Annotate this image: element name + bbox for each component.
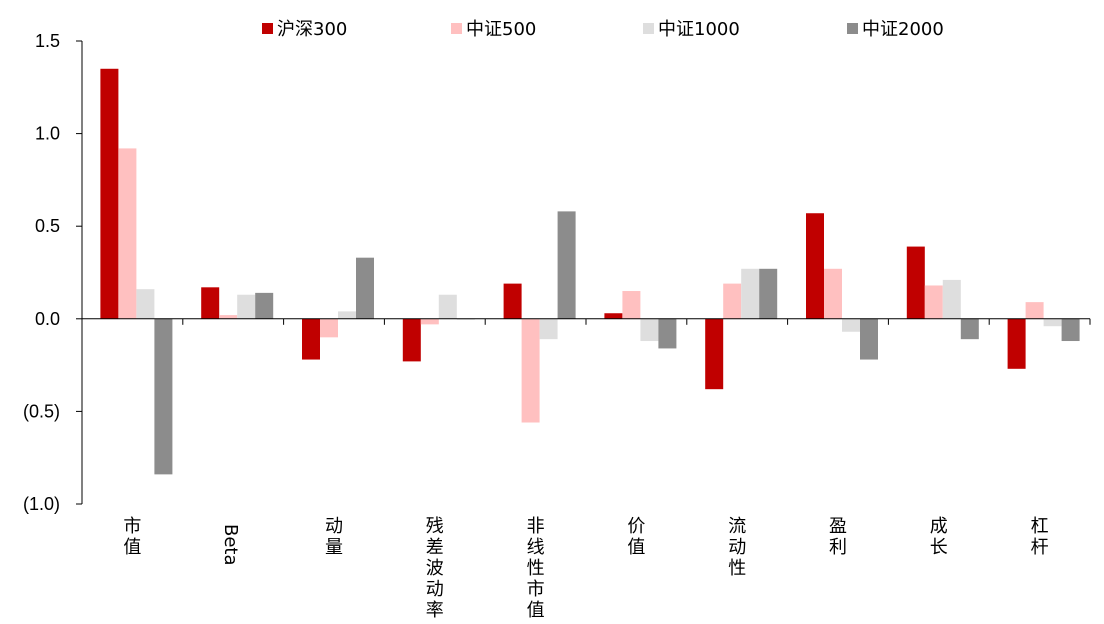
category-label: 价值	[627, 516, 645, 558]
category-label: 盈利	[829, 516, 847, 558]
bar-中证1000-动量	[338, 311, 356, 319]
bar-中证1000-成长	[942, 279, 961, 319]
bar-中证2000-成长	[960, 318, 979, 340]
category-label: 杠杆	[1031, 516, 1049, 558]
category-label: 市值	[123, 516, 141, 558]
y-tick-label: 1.0	[35, 124, 60, 144]
category-label: 非线性市值	[527, 516, 545, 621]
bar-中证1000-市值	[136, 289, 155, 319]
bar-中证1000-价值	[640, 318, 659, 342]
legend-label: 中证2000	[862, 19, 944, 40]
bar-中证500-盈利	[824, 268, 842, 319]
bar-沪深300-价值	[604, 313, 623, 319]
category-label: Beta	[220, 524, 241, 566]
legend-label: 沪深300	[277, 19, 347, 40]
category-label: 残差波动率	[426, 516, 444, 621]
bar-沪深300-流动性	[705, 318, 724, 390]
bar-中证500-价值	[622, 291, 641, 319]
bar-中证1000-非线性市值	[539, 318, 558, 340]
bar-中证2000-Beta	[255, 292, 274, 319]
bar-沪深300-成长	[906, 246, 925, 319]
bar-沪深300-盈利	[806, 213, 824, 319]
bar-中证500-残差波动率	[420, 318, 439, 325]
bar-中证1000-残差波动率	[438, 294, 457, 319]
legend: 沪深300 中证500 中证1000 中证2000	[262, 19, 944, 40]
bar-沪深300-非线性市值	[503, 283, 522, 319]
bar-中证500-流动性	[723, 283, 742, 319]
bar-中证500-Beta	[219, 315, 238, 319]
category-label: 成长	[930, 516, 948, 558]
y-axis: 1.5 1.0 0.5 0.0 (0.5) (1.0)	[23, 31, 83, 514]
bar-中证2000-动量	[356, 257, 374, 319]
bar-中证2000-价值	[658, 318, 677, 349]
bar-沪深300-残差波动率	[402, 318, 421, 362]
bar-中证500-非线性市值	[521, 318, 540, 423]
bar-沪深300-市值	[100, 68, 119, 319]
bar-中证1000-杠杆	[1043, 318, 1062, 327]
y-tick-label: (0.5)	[23, 401, 60, 421]
bar-沪深300-Beta	[201, 287, 220, 319]
bars	[100, 68, 1080, 475]
legend-label: 中证1000	[658, 19, 740, 40]
y-tick-label: (1.0)	[23, 494, 60, 514]
bar-中证2000-非线性市值	[557, 211, 576, 319]
bar-中证2000-盈利	[860, 318, 878, 360]
bar-中证2000-市值	[154, 318, 173, 475]
bar-中证500-动量	[320, 318, 338, 338]
bar-中证1000-Beta	[237, 294, 256, 319]
legend-swatch-中证1000	[643, 23, 654, 34]
bar-中证500-市值	[118, 148, 137, 319]
category-labels: 市值 Beta 动量 残差波动率 非线性市值 价值 流动性 盈利 成长 杠杆	[123, 516, 1048, 621]
bar-中证1000-流动性	[741, 268, 760, 319]
bar-中证2000-杠杆	[1061, 318, 1080, 342]
legend-swatch-中证2000	[847, 23, 858, 34]
bar-沪深300-动量	[302, 318, 320, 360]
bar-中证500-成长	[924, 285, 943, 319]
legend-swatch-沪深300	[262, 23, 273, 34]
legend-swatch-中证500	[451, 23, 462, 34]
bar-中证1000-盈利	[842, 318, 860, 332]
category-label: 流动性	[728, 516, 746, 579]
category-label: 动量	[325, 516, 343, 558]
y-tick-label: 1.5	[35, 31, 60, 51]
y-tick-label: 0.0	[35, 309, 60, 329]
x-axis	[81, 318, 1091, 325]
legend-label: 中证500	[466, 19, 536, 40]
bar-中证500-杠杆	[1025, 302, 1044, 319]
bar-中证2000-流动性	[759, 268, 778, 319]
bar-沪深300-杠杆	[1007, 318, 1026, 369]
y-tick-label: 0.5	[35, 216, 60, 236]
